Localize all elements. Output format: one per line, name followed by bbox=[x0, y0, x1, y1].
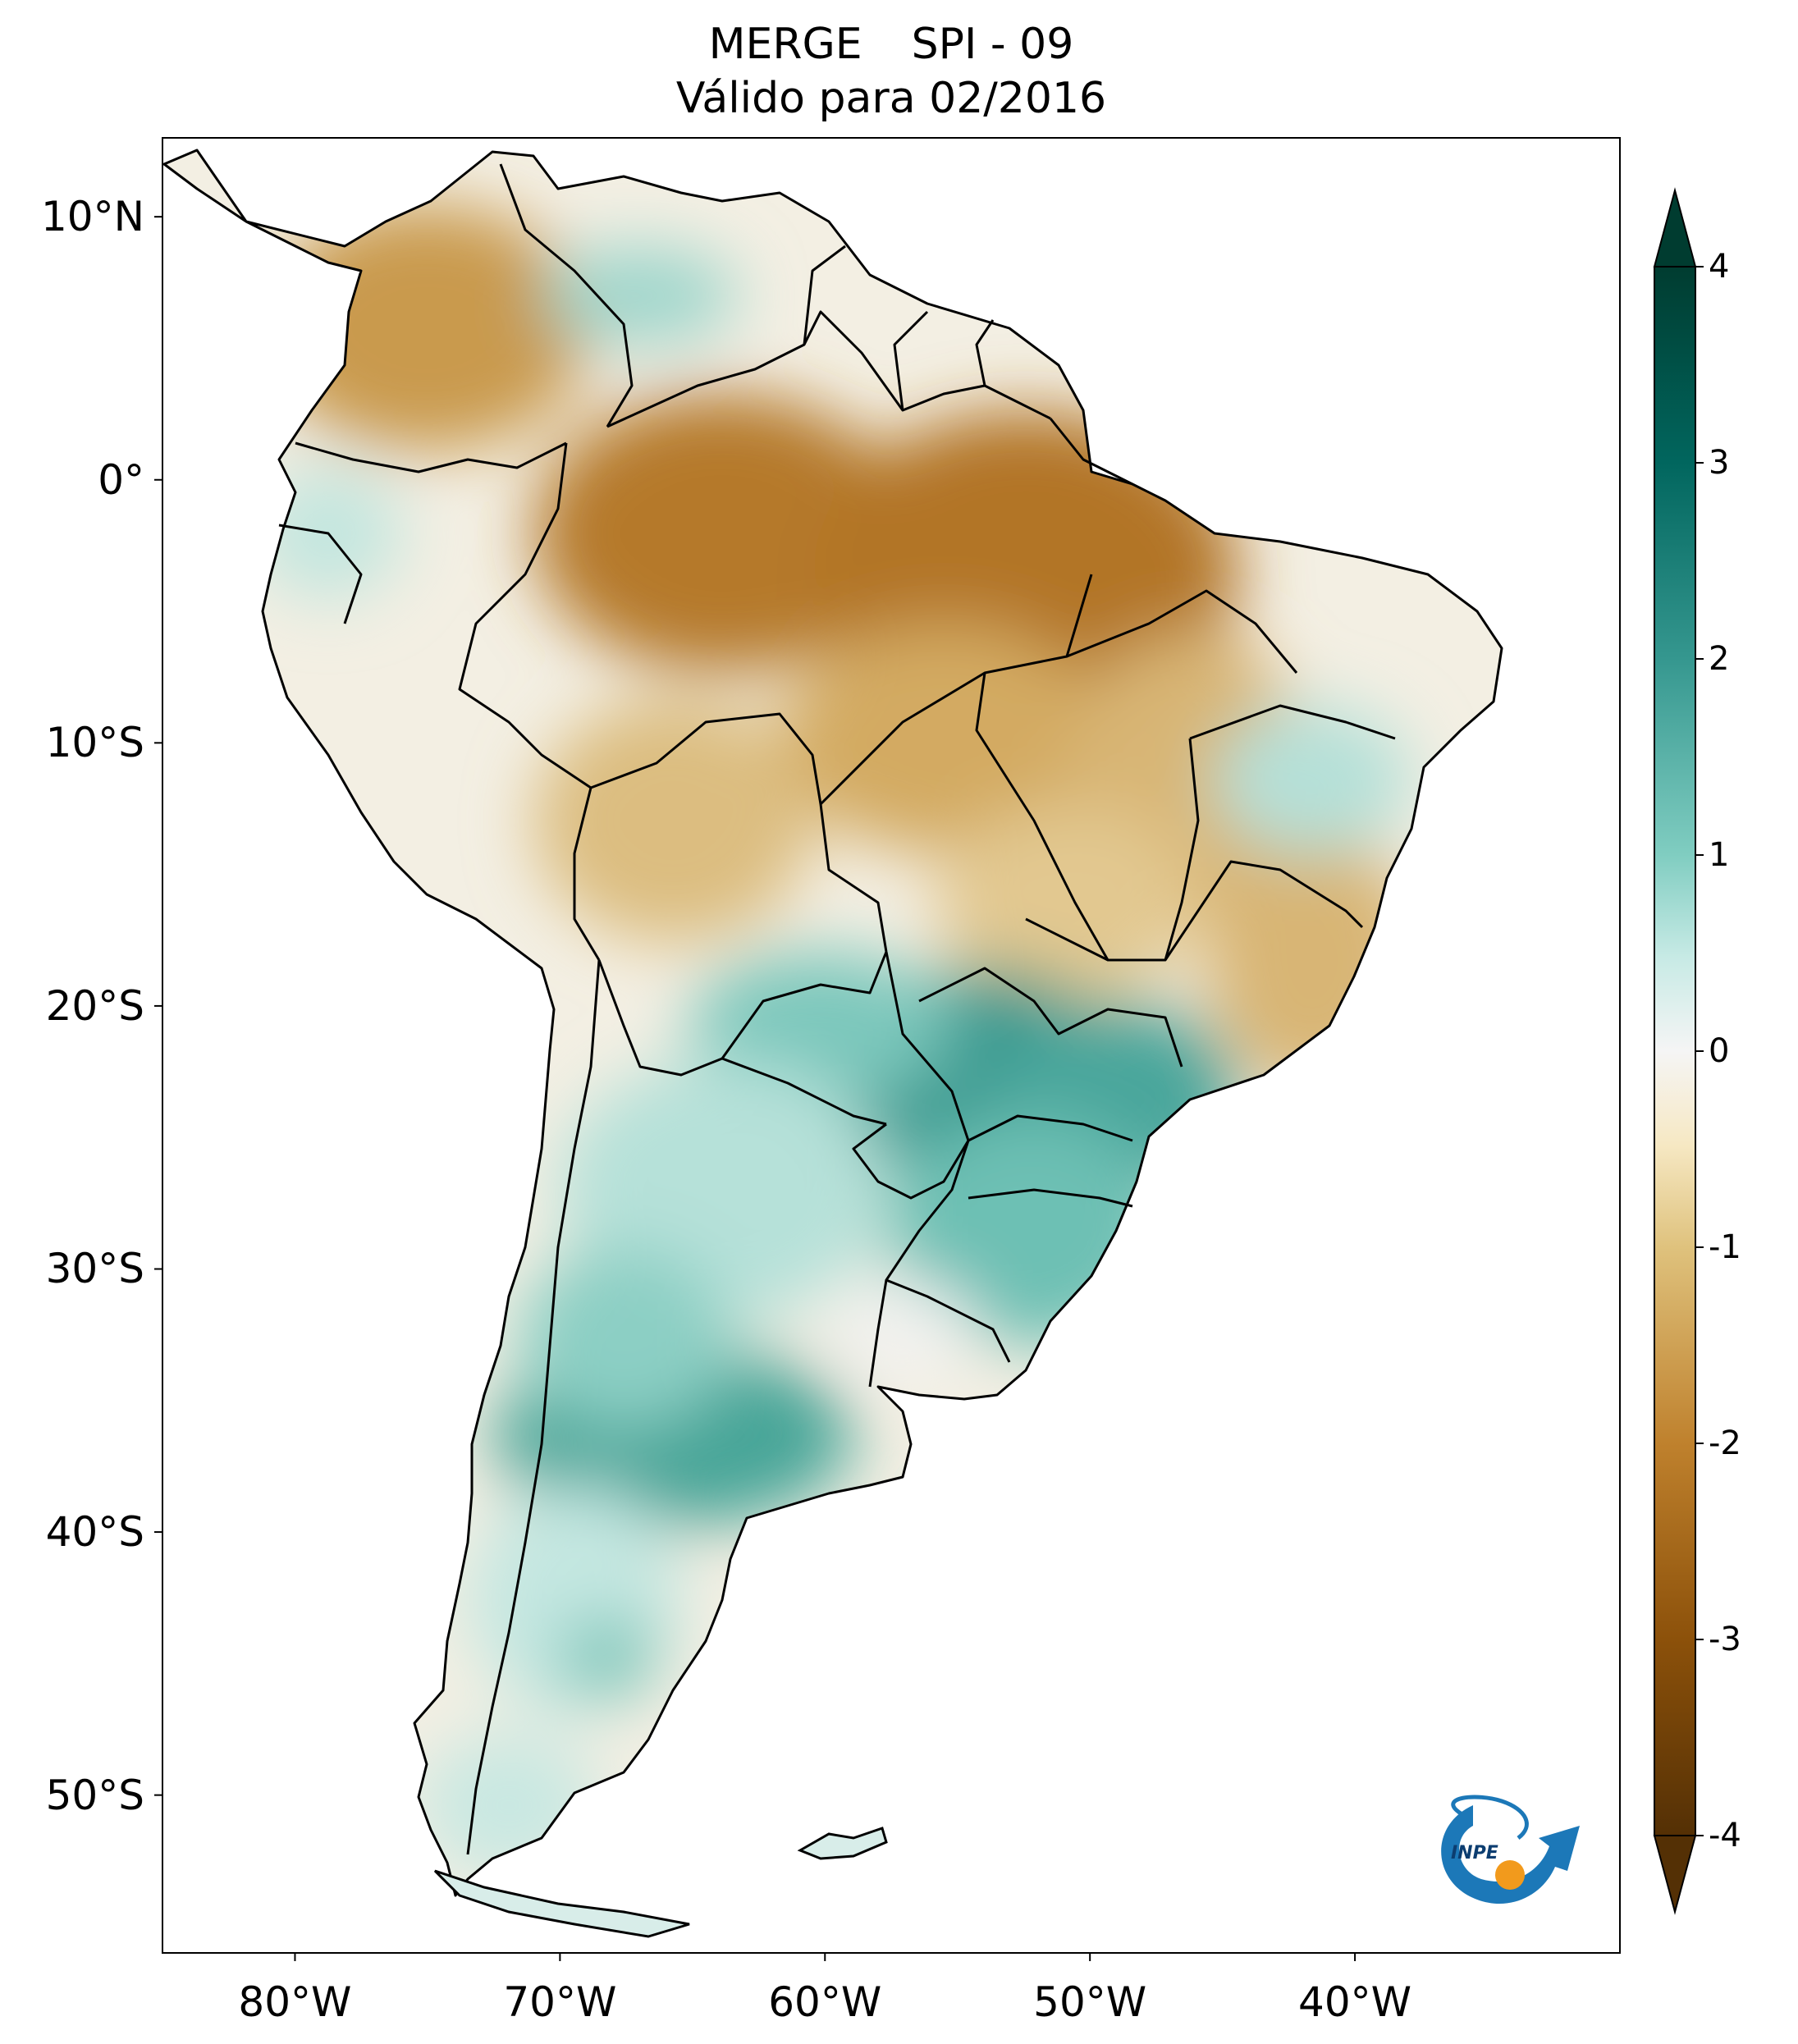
lon-tick-label: 40°W bbox=[1298, 1978, 1412, 2026]
lat-tick-marks bbox=[154, 216, 162, 1796]
colorbar-upper-extend bbox=[1653, 187, 1697, 268]
lat-tick-label: 10°N bbox=[40, 193, 144, 241]
country-borders bbox=[278, 163, 1396, 1855]
lat-tick-label: 40°S bbox=[45, 1508, 144, 1557]
colorbar-tick-label: -1 bbox=[1709, 1228, 1741, 1266]
colorbar-tick-label: 2 bbox=[1709, 640, 1730, 678]
colorbar bbox=[1653, 187, 1704, 1915]
colorbar-tick-label: -4 bbox=[1709, 1817, 1741, 1854]
lon-tick-label: 50°W bbox=[1033, 1978, 1147, 2026]
colorbar-tick-label: 4 bbox=[1709, 248, 1730, 286]
colorbar-gradient bbox=[1654, 267, 1695, 1836]
logo-sun-icon bbox=[1495, 1860, 1525, 1890]
lon-tick-label: 70°W bbox=[503, 1978, 617, 2026]
colorbar-lower-extend bbox=[1653, 1835, 1697, 1915]
lon-tick-label: 80°W bbox=[238, 1978, 352, 2026]
colorbar-tick-label: 0 bbox=[1709, 1032, 1730, 1070]
falkland-islands bbox=[797, 1827, 888, 1860]
colorbar-tick-label: -3 bbox=[1709, 1621, 1741, 1658]
map-frame bbox=[162, 137, 1621, 1954]
logo-text: INPE bbox=[1451, 1843, 1498, 1863]
map-title: MERGE SPI - 09 bbox=[161, 20, 1622, 69]
colorbar-tick-label: 3 bbox=[1709, 444, 1730, 482]
tierra-del-fuego bbox=[433, 1869, 690, 1938]
lon-tick-label: 60°W bbox=[768, 1978, 882, 2026]
coastline bbox=[162, 149, 1503, 1897]
lat-tick-label: 30°S bbox=[45, 1245, 144, 1293]
title-index: SPI - 09 bbox=[911, 20, 1074, 69]
colorbar-tick-label: -2 bbox=[1709, 1424, 1741, 1462]
colorbar-tick-label: 1 bbox=[1709, 836, 1730, 874]
lat-tick-label: 50°S bbox=[45, 1771, 144, 1819]
map-subtitle: Válido para 02/2016 bbox=[675, 74, 1107, 123]
logo-orbit-icon bbox=[1451, 1795, 1529, 1840]
title-dataset: MERGE bbox=[708, 20, 862, 69]
colorbar-tick-marks bbox=[1695, 266, 1704, 1836]
lat-tick-label: 0° bbox=[98, 455, 144, 504]
logo-arc-icon bbox=[1441, 1805, 1580, 1905]
lon-tick-marks bbox=[294, 1953, 1357, 1961]
inpe-logo: INPE bbox=[1441, 1795, 1580, 1905]
lat-tick-label: 20°S bbox=[45, 981, 144, 1030]
lat-tick-label: 10°S bbox=[45, 719, 144, 767]
